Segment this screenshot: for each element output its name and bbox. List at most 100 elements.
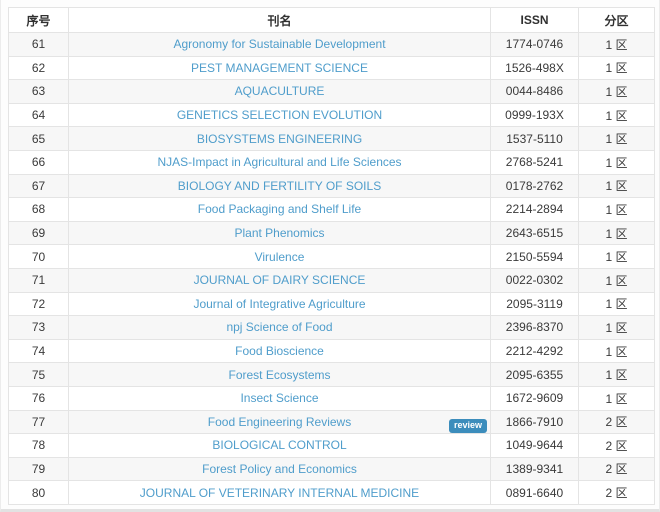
cell-issn: 0999-193X bbox=[490, 102, 579, 128]
cell-index: 71 bbox=[8, 267, 69, 293]
table-row: 65 BIOSYSTEMS ENGINEERING 1537-5110 1 区 bbox=[8, 126, 655, 151]
cell-zone: 1 区 bbox=[578, 338, 655, 364]
cell-issn: 1537-5110 bbox=[490, 126, 579, 151]
table-row: 71 JOURNAL OF DAIRY SCIENCE 0022-0302 1 区 bbox=[8, 267, 655, 293]
cell-journal-name: Journal of Integrative Agriculture bbox=[68, 291, 491, 317]
cell-issn: 2396-8370 bbox=[490, 315, 579, 340]
journal-link[interactable]: GENETICS SELECTION EVOLUTION bbox=[176, 108, 383, 123]
journal-link[interactable]: Virulence bbox=[254, 249, 305, 264]
cell-zone: 1 区 bbox=[578, 102, 655, 128]
cell-index: 79 bbox=[8, 456, 69, 482]
cell-index: 73 bbox=[8, 315, 69, 340]
table-row: 77 Food Engineering Reviews review 1866-791… bbox=[8, 409, 655, 435]
cell-zone: 1 区 bbox=[578, 267, 655, 293]
table-row: 79 Forest Policy and Economics 1389-9341 2 … bbox=[8, 456, 655, 482]
cell-issn: 2150-5594 bbox=[490, 244, 579, 269]
cell-issn: 2768-5241 bbox=[490, 149, 579, 175]
cell-index: 68 bbox=[8, 197, 69, 222]
cell-zone: 1 区 bbox=[578, 197, 655, 222]
cell-zone: 1 区 bbox=[578, 315, 655, 340]
cell-issn: 2212-4292 bbox=[490, 338, 579, 364]
journal-link[interactable]: NJAS-Impact in Agricultural and Life Sci… bbox=[157, 155, 402, 170]
journal-link[interactable]: PEST MANAGEMENT SCIENCE bbox=[191, 60, 368, 75]
journal-link[interactable]: Forest Policy and Economics bbox=[202, 461, 357, 476]
cell-index: 65 bbox=[8, 126, 69, 151]
journal-link[interactable]: JOURNAL OF DAIRY SCIENCE bbox=[193, 273, 366, 288]
cell-issn: 1866-7910 bbox=[490, 409, 579, 435]
table-row: 62 PEST MANAGEMENT SCIENCE 1526-498X 1 区 bbox=[8, 55, 655, 81]
journal-link[interactable]: Food Engineering Reviews bbox=[207, 414, 352, 429]
cell-journal-name: BIOSYSTEMS ENGINEERING bbox=[68, 126, 491, 151]
cell-journal-name: JOURNAL OF VETERINARY INTERNAL MEDICINE bbox=[68, 480, 491, 505]
cell-issn: 1774-0746 bbox=[490, 32, 579, 57]
cell-issn: 1049-9644 bbox=[490, 433, 579, 458]
cell-journal-name: JOURNAL OF DAIRY SCIENCE bbox=[68, 267, 491, 293]
journal-link[interactable]: Forest Ecosystems bbox=[228, 367, 331, 382]
col-header-zone: 分区 bbox=[578, 7, 655, 33]
table-row: 70 Virulence 2150-5594 1 区 bbox=[8, 244, 655, 269]
cell-journal-name: NJAS-Impact in Agricultural and Life Sci… bbox=[68, 149, 491, 175]
journal-link[interactable]: Plant Phenomics bbox=[234, 226, 325, 241]
journal-link[interactable]: Agronomy for Sustainable Development bbox=[173, 37, 386, 52]
cell-index: 77 bbox=[8, 409, 69, 435]
cell-zone: 2 区 bbox=[578, 456, 655, 482]
cell-index: 67 bbox=[8, 173, 69, 199]
journal-link[interactable]: BIOSYSTEMS ENGINEERING bbox=[196, 131, 363, 146]
cell-zone: 1 区 bbox=[578, 362, 655, 387]
cell-journal-name: Plant Phenomics bbox=[68, 220, 491, 246]
col-header-issn: ISSN bbox=[490, 7, 579, 33]
cell-journal-name: Food Packaging and Shelf Life bbox=[68, 197, 491, 222]
cell-issn: 1672-9609 bbox=[490, 385, 579, 411]
cell-zone: 1 区 bbox=[578, 79, 655, 104]
cell-issn: 2095-3119 bbox=[490, 291, 579, 317]
cell-journal-name: GENETICS SELECTION EVOLUTION bbox=[68, 102, 491, 128]
cell-journal-name: Forest Policy and Economics bbox=[68, 456, 491, 482]
cell-index: 80 bbox=[8, 480, 69, 505]
cell-index: 64 bbox=[8, 102, 69, 128]
table-header-row: 序号 刊名 ISSN 分区 bbox=[8, 7, 655, 33]
journal-link[interactable]: Insect Science bbox=[240, 391, 319, 406]
journal-link[interactable]: BIOLOGY AND FERTILITY OF SOILS bbox=[177, 178, 382, 193]
cell-index: 75 bbox=[8, 362, 69, 387]
cell-index: 69 bbox=[8, 220, 69, 246]
cell-journal-name: Food Engineering Reviews review bbox=[68, 409, 491, 435]
table-row: 63 AQUACULTURE 0044-8486 1 区 bbox=[8, 79, 655, 104]
cell-index: 74 bbox=[8, 338, 69, 364]
cell-zone: 1 区 bbox=[578, 173, 655, 199]
cell-zone: 1 区 bbox=[578, 149, 655, 175]
review-badge: review bbox=[448, 419, 487, 433]
cell-zone: 1 区 bbox=[578, 32, 655, 57]
journal-link[interactable]: npj Science of Food bbox=[226, 320, 333, 335]
journal-link[interactable]: AQUACULTURE bbox=[234, 84, 325, 99]
cell-index: 72 bbox=[8, 291, 69, 317]
journal-link[interactable]: JOURNAL OF VETERINARY INTERNAL MEDICINE bbox=[139, 485, 420, 500]
cell-zone: 2 区 bbox=[578, 480, 655, 505]
cell-issn: 1389-9341 bbox=[490, 456, 579, 482]
cell-journal-name: Forest Ecosystems bbox=[68, 362, 491, 387]
cell-index: 66 bbox=[8, 149, 69, 175]
table-row: 73 npj Science of Food 2396-8370 1 区 bbox=[8, 315, 655, 340]
col-header-index: 序号 bbox=[8, 7, 69, 33]
journal-link[interactable]: Food Bioscience bbox=[235, 344, 324, 359]
journal-link[interactable]: Food Packaging and Shelf Life bbox=[197, 202, 362, 217]
table-row: 76 Insect Science 1672-9609 1 区 bbox=[8, 385, 655, 411]
table-row: 78 BIOLOGICAL CONTROL 1049-9644 2 区 bbox=[8, 433, 655, 458]
cell-issn: 2214-2894 bbox=[490, 197, 579, 222]
table-row: 64 GENETICS SELECTION EVOLUTION 0999-193X 1… bbox=[8, 102, 655, 128]
journal-link[interactable]: BIOLOGICAL CONTROL bbox=[212, 438, 347, 453]
cell-issn: 0178-2762 bbox=[490, 173, 579, 199]
cell-issn: 2643-6515 bbox=[490, 220, 579, 246]
cell-zone: 1 区 bbox=[578, 55, 655, 81]
cell-index: 70 bbox=[8, 244, 69, 269]
cell-zone: 1 区 bbox=[578, 244, 655, 269]
table-row: 80 JOURNAL OF VETERINARY INTERNAL MEDICIN… bbox=[8, 480, 655, 505]
cell-index: 62 bbox=[8, 55, 69, 81]
cell-zone: 2 区 bbox=[578, 409, 655, 435]
cell-index: 61 bbox=[8, 32, 69, 57]
cell-journal-name: AQUACULTURE bbox=[68, 79, 491, 104]
journal-link[interactable]: Journal of Integrative Agriculture bbox=[193, 296, 366, 311]
cell-journal-name: Virulence bbox=[68, 244, 491, 269]
table-row: 72 Journal of Integrative Agriculture 2095… bbox=[8, 291, 655, 317]
cell-issn: 0044-8486 bbox=[490, 79, 579, 104]
